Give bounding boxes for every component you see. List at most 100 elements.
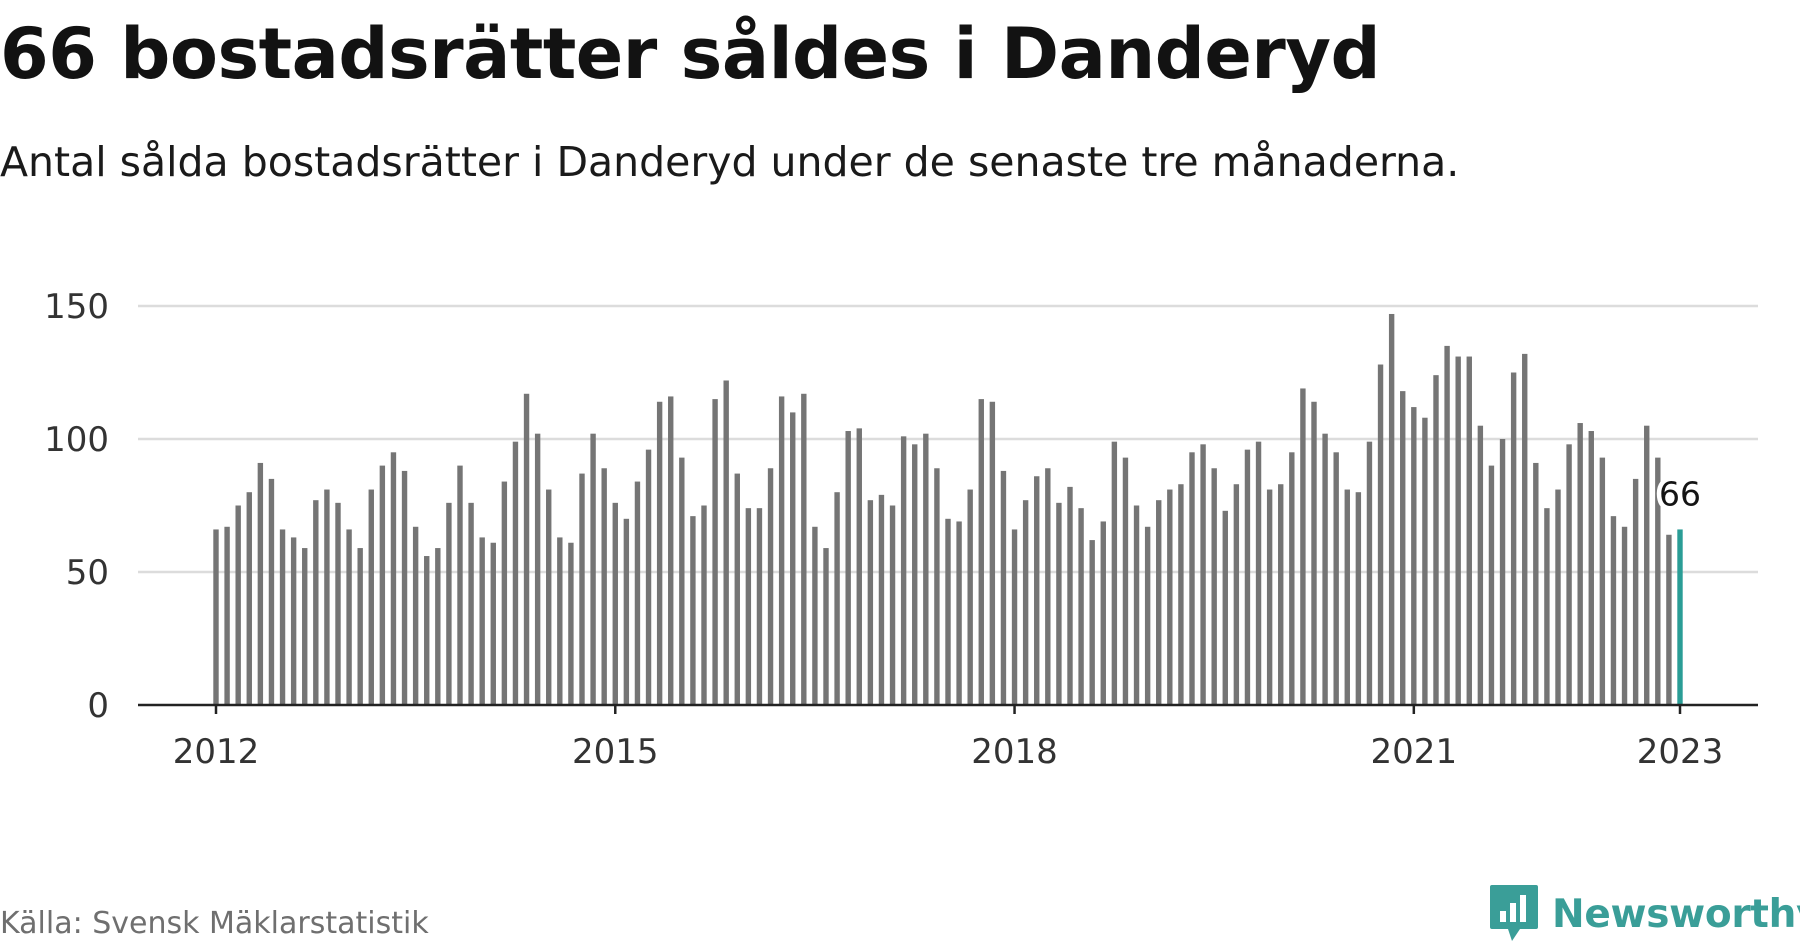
bar bbox=[468, 502, 474, 705]
bar bbox=[1588, 431, 1594, 705]
bar bbox=[523, 393, 530, 705]
bar bbox=[313, 500, 319, 705]
bar bbox=[1632, 478, 1639, 705]
bar bbox=[1655, 457, 1661, 705]
chart-subtitle: Antal sålda bostadsrätter i Danderyd und… bbox=[0, 138, 1460, 186]
bar bbox=[734, 473, 740, 705]
bar bbox=[1577, 423, 1583, 705]
source-credit: Källa: Svensk Mäklarstatistik bbox=[0, 906, 429, 941]
bar bbox=[335, 502, 341, 705]
bar bbox=[446, 502, 452, 705]
bar bbox=[412, 526, 419, 705]
brand-logo: Newsworthy bbox=[1488, 882, 1800, 946]
bar bbox=[1466, 356, 1472, 705]
bar bbox=[1078, 508, 1084, 705]
y-tick-label-50: 50 bbox=[66, 553, 109, 593]
y-tick-label-150: 150 bbox=[44, 287, 109, 327]
bar bbox=[601, 468, 607, 705]
bar bbox=[1422, 417, 1428, 705]
bar bbox=[967, 489, 973, 705]
last-value-label: 66 bbox=[1659, 474, 1701, 513]
bar bbox=[1666, 534, 1672, 705]
bar bbox=[490, 542, 496, 705]
bar bbox=[945, 518, 951, 705]
bar bbox=[1488, 465, 1495, 705]
bar bbox=[357, 548, 363, 705]
bar bbox=[690, 516, 696, 705]
bar bbox=[634, 481, 641, 705]
bar bbox=[1289, 452, 1295, 705]
bar bbox=[1089, 540, 1095, 705]
bar bbox=[645, 449, 652, 705]
bar bbox=[368, 489, 374, 705]
bar bbox=[1011, 529, 1018, 705]
bar bbox=[1377, 364, 1384, 705]
bar bbox=[767, 468, 774, 705]
bar bbox=[656, 401, 663, 705]
bar bbox=[324, 489, 330, 705]
bars bbox=[213, 313, 1683, 705]
bar bbox=[989, 401, 996, 705]
x-tick-label-2012: 2012 bbox=[173, 732, 260, 772]
bar bbox=[257, 462, 264, 705]
bar bbox=[1222, 510, 1228, 705]
bar bbox=[1366, 441, 1373, 705]
bar bbox=[590, 433, 596, 705]
bar bbox=[923, 433, 929, 705]
bar bbox=[1266, 489, 1273, 705]
bar bbox=[701, 505, 707, 705]
bar bbox=[1067, 486, 1073, 705]
bar bbox=[845, 431, 851, 705]
bar bbox=[1178, 484, 1184, 705]
bar bbox=[856, 428, 862, 705]
bar bbox=[1388, 313, 1395, 705]
bar bbox=[1344, 489, 1350, 705]
bar bbox=[668, 396, 674, 705]
bar bbox=[235, 505, 241, 705]
bar bbox=[1477, 425, 1484, 705]
bar bbox=[557, 537, 563, 705]
bar bbox=[1100, 521, 1106, 705]
x-tick-label-2015: 2015 bbox=[572, 732, 659, 772]
bar bbox=[1000, 470, 1007, 705]
bar bbox=[279, 529, 286, 705]
bar bbox=[1255, 441, 1262, 705]
bar bbox=[878, 494, 885, 705]
bar bbox=[801, 393, 807, 705]
bar bbox=[1200, 444, 1206, 705]
bar bbox=[956, 521, 962, 705]
bar bbox=[424, 556, 430, 705]
bar bbox=[1433, 375, 1439, 705]
bar bbox=[1566, 444, 1572, 705]
bar bbox=[1233, 484, 1240, 705]
bar bbox=[501, 481, 508, 705]
bar bbox=[390, 452, 397, 705]
bar bbox=[302, 548, 308, 705]
bar bbox=[1144, 526, 1151, 705]
bar bbox=[1211, 468, 1217, 705]
bar bbox=[1510, 372, 1517, 705]
bar bbox=[1034, 476, 1040, 705]
bar bbox=[1544, 508, 1550, 705]
bar bbox=[1400, 391, 1406, 705]
bar bbox=[867, 500, 874, 705]
bar bbox=[1522, 353, 1528, 705]
bar bbox=[778, 396, 785, 705]
y-tick-label-100: 100 bbox=[44, 420, 109, 460]
bar bbox=[612, 502, 618, 705]
bar bbox=[246, 492, 252, 705]
bar bbox=[900, 436, 907, 705]
bar bbox=[457, 465, 463, 705]
bar bbox=[1333, 452, 1339, 705]
bar bbox=[1644, 425, 1650, 705]
bar bbox=[546, 489, 552, 705]
y-axis-tick-labels: 0 50 100 150 bbox=[44, 287, 109, 726]
bar bbox=[978, 399, 984, 705]
bar bbox=[1610, 516, 1617, 705]
bar bbox=[1244, 449, 1251, 705]
bar bbox=[723, 380, 729, 705]
bar bbox=[534, 433, 541, 705]
bar bbox=[401, 470, 408, 705]
bar bbox=[812, 526, 818, 705]
